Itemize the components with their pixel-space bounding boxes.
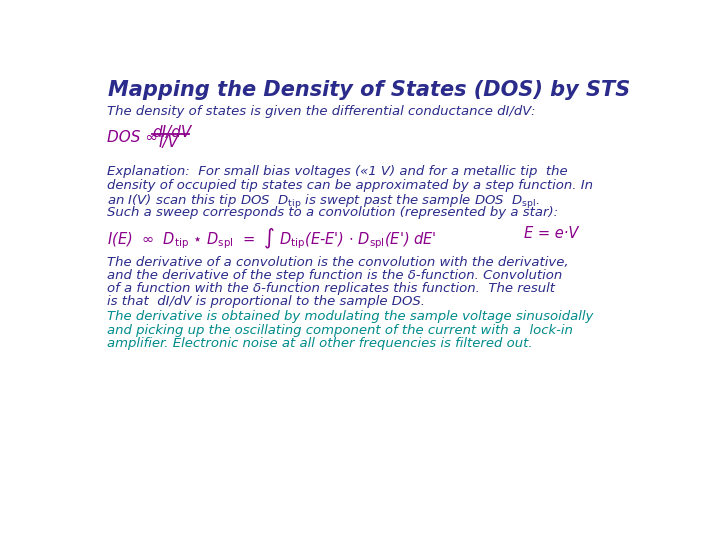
Text: DOS ∞: DOS ∞ — [107, 130, 158, 145]
Text: E = e·V: E = e·V — [524, 226, 578, 241]
Text: Mapping the Density of States (DOS) by STS: Mapping the Density of States (DOS) by S… — [108, 80, 630, 100]
Text: an I(V) scan this tip DOS  D$_{\rm tip}$ is swept past the sample DOS  D$_{\rm s: an I(V) scan this tip DOS D$_{\rm tip}$ … — [107, 193, 540, 211]
Text: Such a sweep corresponds to a convolution (represented by a star):: Such a sweep corresponds to a convolutio… — [107, 206, 558, 219]
Text: and picking up the oscillating component of the current with a  lock-in: and picking up the oscillating component… — [107, 323, 573, 336]
Text: dI/dV: dI/dV — [152, 125, 192, 140]
Text: density of occupied tip states can be approximated by a step function. In: density of occupied tip states can be ap… — [107, 179, 593, 192]
Text: Explanation:  For small bias voltages («1 V) and for a metallic tip  the: Explanation: For small bias voltages («1… — [107, 165, 567, 178]
Text: The derivative of a convolution is the convolution with the derivative,: The derivative of a convolution is the c… — [107, 256, 569, 269]
Text: The derivative is obtained by modulating the sample voltage sinusoidally: The derivative is obtained by modulating… — [107, 310, 593, 323]
Text: of a function with the δ-function replicates this function.  The result: of a function with the δ-function replic… — [107, 282, 555, 295]
Text: The density of states is given the differential conductance dI/dV:: The density of states is given the diffe… — [107, 105, 536, 118]
Text: I(E)  $\infty$  D$_{\rm tip}$ $\star$ D$_{\rm spl}$  =  $\int$ D$_{\rm tip}$(E-E: I(E) $\infty$ D$_{\rm tip}$ $\star$ D$_{… — [107, 226, 436, 251]
Text: I/V: I/V — [159, 135, 179, 150]
Text: is that  dI/dV is proportional to the sample DOS.: is that dI/dV is proportional to the sam… — [107, 295, 425, 308]
Text: amplifier. Electronic noise at all other frequencies is filtered out.: amplifier. Electronic noise at all other… — [107, 336, 533, 349]
Text: and the derivative of the step function is the δ-function. Convolution: and the derivative of the step function … — [107, 269, 562, 282]
